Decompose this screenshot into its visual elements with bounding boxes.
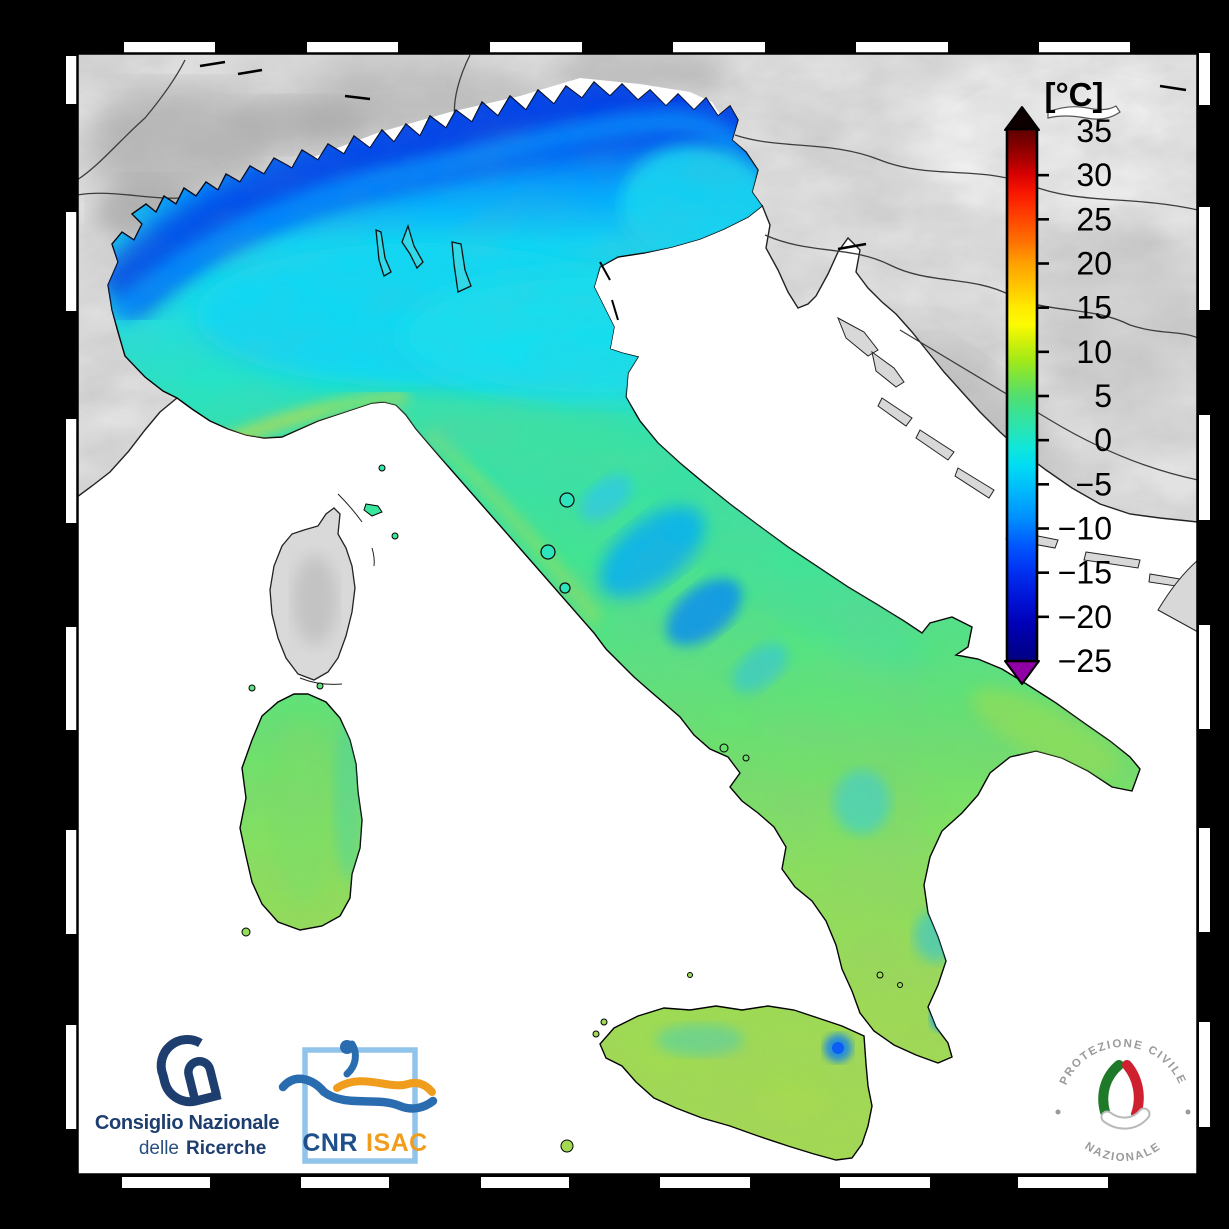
frame-dash-top [490, 42, 582, 53]
colorbar-tick-label: 30 [1076, 157, 1112, 193]
isac-isac-label: ISAC [366, 1129, 428, 1157]
frame-dash-top [856, 42, 948, 53]
colorbar-tick-label: −15 [1058, 555, 1112, 591]
frame-dash-bottom [660, 1177, 750, 1188]
frame-dash-bottom [1018, 1177, 1108, 1188]
frame-dash-right [1199, 207, 1210, 310]
frame-dash-bottom [481, 1177, 569, 1188]
frame-dash-top [307, 42, 398, 53]
frame-dash-top [1039, 42, 1130, 53]
colorbar-tick-label: 0 [1094, 422, 1112, 458]
colorbar-tick-label: 10 [1076, 334, 1112, 370]
frame-dash-right [1199, 625, 1210, 729]
frame-dash-right [1199, 828, 1210, 932]
pc-dot-right [1186, 1110, 1191, 1115]
colorbar-tick-label: 25 [1076, 201, 1112, 237]
frame-dash-bottom [122, 1177, 210, 1188]
frame-dash-left [66, 212, 77, 311]
map-area [77, 42, 1229, 1175]
map-scene: 35 30 25 20 15 10 5 0 −5 −10 −15 −20 −25 [°C] Consig… [0, 0, 1229, 1229]
colorbar-title: [°C] [1044, 76, 1103, 113]
frame-dash-left [66, 1025, 77, 1129]
frame-dash-top [673, 42, 765, 53]
colorbar-tick-label: −25 [1058, 643, 1112, 679]
cnr-name-line2-ricerche: Ricerche [186, 1138, 266, 1159]
frame-dash-left [66, 56, 77, 104]
colorbar-tick-label: 5 [1094, 378, 1112, 414]
frame-dash-left [66, 830, 77, 934]
colorbar-gradient [1007, 129, 1037, 661]
frame-dash-bottom [840, 1177, 930, 1188]
frame-dash-right [1199, 53, 1210, 105]
colorbar-tick-label: 35 [1076, 113, 1112, 149]
isac-cnr-label: CNR [302, 1129, 358, 1157]
cnr-name-line1: Consiglio Nazionale [95, 1112, 279, 1134]
frame-dash-top [124, 42, 215, 53]
frame-dash-left [66, 419, 77, 523]
colorbar-tick-label: 20 [1076, 246, 1112, 282]
colorbar-tick-label: −10 [1058, 511, 1112, 547]
cnr-name-line2-delle: delle [139, 1138, 179, 1159]
figure-canvas: 35 30 25 20 15 10 5 0 −5 −10 −15 −20 −25 [°C] Consig… [0, 0, 1229, 1229]
colorbar-tick-label: 15 [1076, 290, 1112, 326]
frame-dash-left [66, 627, 77, 730]
colorbar-tick-label: −5 [1076, 466, 1112, 502]
frame-dash-right [1199, 415, 1210, 520]
colorbar-tick-label: −20 [1058, 599, 1112, 635]
frame-dash-right [1199, 1022, 1210, 1127]
frame-dash-bottom [301, 1177, 389, 1188]
pc-dot-left [1056, 1110, 1061, 1115]
